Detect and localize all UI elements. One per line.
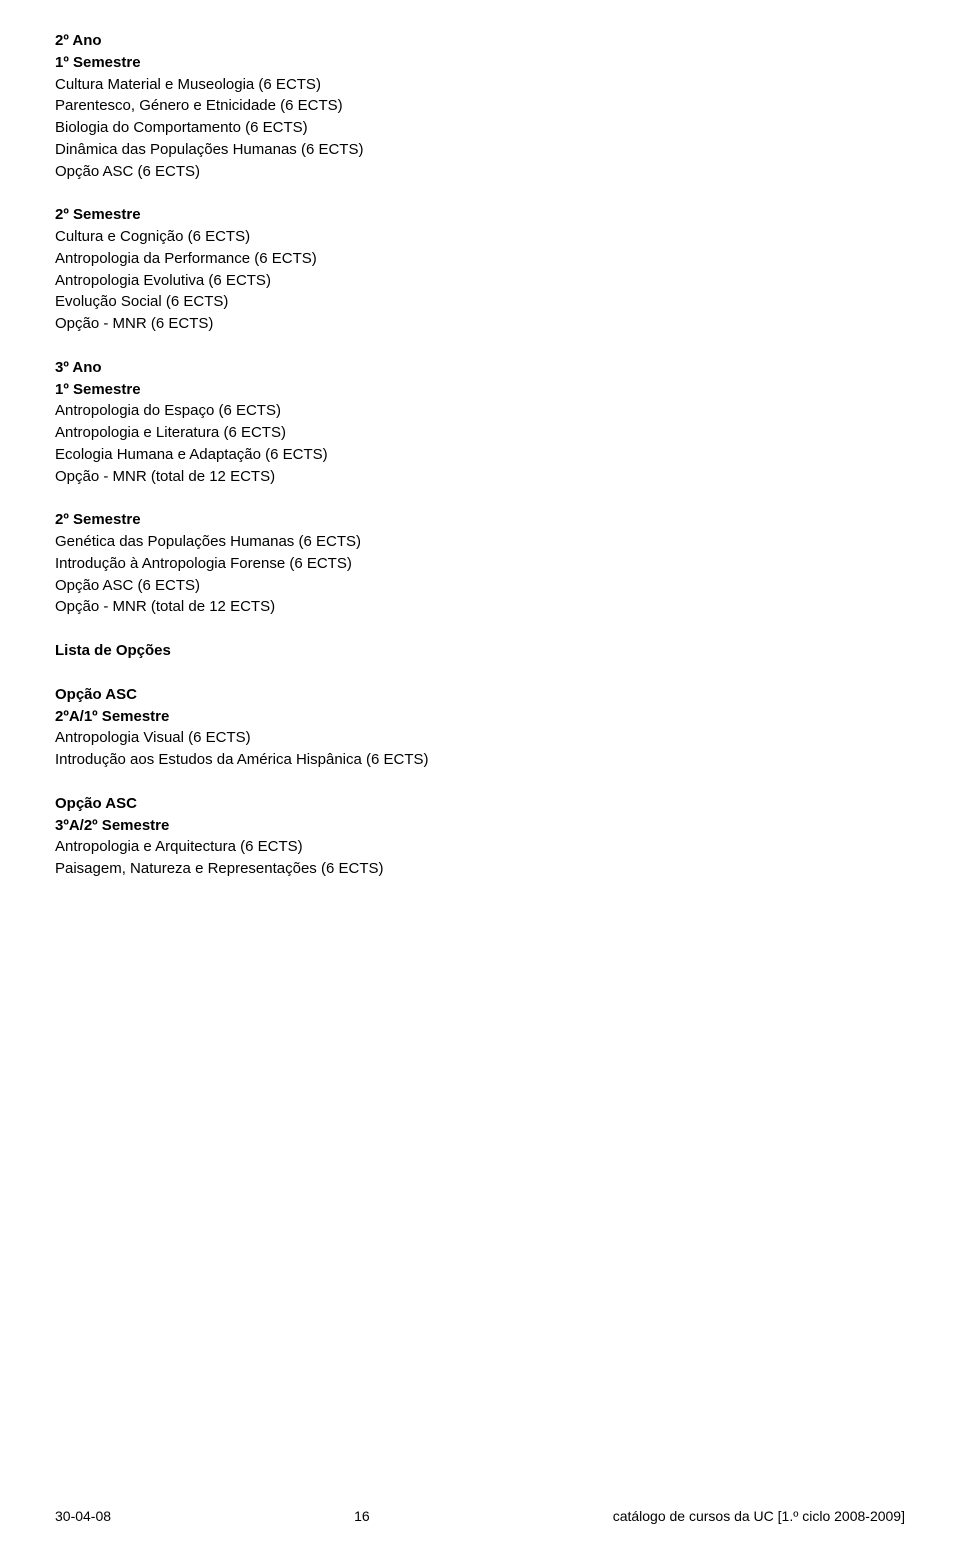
course-line: Opção - MNR (total de 12 ECTS)	[55, 466, 905, 488]
course-line: Biologia do Comportamento (6 ECTS)	[55, 117, 905, 139]
document-body: 2º Ano1º SemestreCultura Material e Muse…	[55, 30, 905, 880]
course-line: Opção - MNR (6 ECTS)	[55, 313, 905, 335]
options-heading: Lista de Opções	[55, 640, 905, 662]
semester-heading: 1º Semestre	[55, 52, 905, 74]
course-line: Cultura e Cognição (6 ECTS)	[55, 226, 905, 248]
option-title: Opção ASC	[55, 684, 905, 706]
footer-page-number: 16	[354, 1506, 370, 1526]
course-line: Opção ASC (6 ECTS)	[55, 575, 905, 597]
footer-catalog: catálogo de cursos da UC [1.º ciclo 2008…	[613, 1506, 905, 1526]
option-block: Opção ASC2ºA/1º SemestreAntropologia Vis…	[55, 684, 905, 771]
option-title: Opção ASC	[55, 793, 905, 815]
course-line: Ecologia Humana e Adaptação (6 ECTS)	[55, 444, 905, 466]
course-line: Genética das Populações Humanas (6 ECTS)	[55, 531, 905, 553]
course-line: Opção ASC (6 ECTS)	[55, 161, 905, 183]
course-line: Opção - MNR (total de 12 ECTS)	[55, 596, 905, 618]
course-line: Cultura Material e Museologia (6 ECTS)	[55, 74, 905, 96]
page-footer: 30-04-08 16 catálogo de cursos da UC [1.…	[55, 1506, 905, 1526]
curriculum-block: 2º SemestreCultura e Cognição (6 ECTS)An…	[55, 204, 905, 335]
option-block: Opção ASC3ºA/2º SemestreAntropologia e A…	[55, 793, 905, 880]
course-line: Parentesco, Género e Etnicidade (6 ECTS)	[55, 95, 905, 117]
option-semester: 2ºA/1º Semestre	[55, 706, 905, 728]
course-line: Introdução aos Estudos da América Hispân…	[55, 749, 905, 771]
semester-heading: 2º Semestre	[55, 204, 905, 226]
course-line: Evolução Social (6 ECTS)	[55, 291, 905, 313]
course-line: Introdução à Antropologia Forense (6 ECT…	[55, 553, 905, 575]
year-heading: 2º Ano	[55, 30, 905, 52]
course-line: Dinâmica das Populações Humanas (6 ECTS)	[55, 139, 905, 161]
semester-heading: 1º Semestre	[55, 379, 905, 401]
course-line: Antropologia Evolutiva (6 ECTS)	[55, 270, 905, 292]
course-line: Antropologia da Performance (6 ECTS)	[55, 248, 905, 270]
semester-heading: 2º Semestre	[55, 509, 905, 531]
curriculum-block: 2º Ano1º SemestreCultura Material e Muse…	[55, 30, 905, 182]
option-semester: 3ºA/2º Semestre	[55, 815, 905, 837]
footer-date: 30-04-08	[55, 1506, 111, 1526]
course-line: Antropologia e Arquitectura (6 ECTS)	[55, 836, 905, 858]
curriculum-block: 2º SemestreGenética das Populações Human…	[55, 509, 905, 618]
course-line: Antropologia e Literatura (6 ECTS)	[55, 422, 905, 444]
course-line: Antropologia do Espaço (6 ECTS)	[55, 400, 905, 422]
course-line: Antropologia Visual (6 ECTS)	[55, 727, 905, 749]
year-heading: 3º Ano	[55, 357, 905, 379]
course-line: Paisagem, Natureza e Representações (6 E…	[55, 858, 905, 880]
curriculum-block: 3º Ano1º SemestreAntropologia do Espaço …	[55, 357, 905, 488]
